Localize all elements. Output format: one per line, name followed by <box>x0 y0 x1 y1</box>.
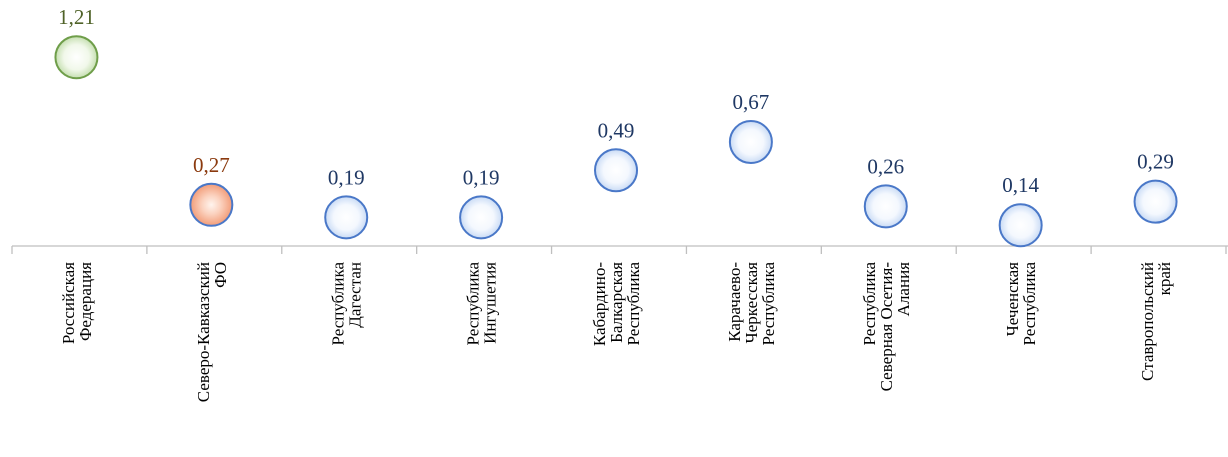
category-label-line: Северо-Кавказский <box>194 262 213 402</box>
data-label: 0,29 <box>1137 150 1174 174</box>
data-point <box>728 120 773 165</box>
category-label-line: Кабардино- <box>590 262 609 346</box>
data-label: 0,26 <box>867 154 904 178</box>
category-label-line: Северная Осетия- <box>877 262 896 392</box>
category-label-line: Алания <box>894 262 913 317</box>
data-point <box>1133 179 1178 224</box>
data-point <box>863 184 908 229</box>
data-point <box>594 148 638 193</box>
category-label-line: Чеченская <box>1003 262 1022 336</box>
category-label-line: Федерация <box>76 262 95 341</box>
data-label: 0,67 <box>733 90 770 114</box>
x-axis <box>11 245 1228 254</box>
category-label-line: Республика <box>759 262 778 346</box>
category-label-line: Карачаево- <box>725 262 744 342</box>
data-label: 1,21 <box>58 5 95 29</box>
data-point <box>189 182 234 227</box>
data-label: 0,49 <box>598 118 635 142</box>
data-point <box>324 195 369 240</box>
category-label-line: Ингушетия <box>481 262 500 344</box>
category-label-line: Республика <box>624 262 643 346</box>
category-label-line: Ставропольский <box>1138 262 1157 381</box>
category-label-line: Республика <box>860 262 879 346</box>
category-label-line: Российская <box>59 262 78 344</box>
category-label-line: Балкарская <box>607 262 626 343</box>
category-label-line: Республика <box>329 262 348 346</box>
data-point <box>54 35 99 80</box>
data-label: 0,27 <box>193 153 230 177</box>
data-points: 1,21 0,27 0,19 0,19 0,49 0,67 0,26 0,14 0,29 <box>54 5 1178 248</box>
category-label-line: край <box>1155 262 1174 295</box>
category-label-line: ФО <box>211 262 230 288</box>
data-point <box>459 195 504 240</box>
data-label: 0,19 <box>463 165 500 189</box>
data-label: 0,19 <box>328 165 365 189</box>
category-label-line: Дагестан <box>346 262 365 328</box>
data-point <box>998 203 1043 248</box>
category-label-line: Республика <box>1020 262 1039 346</box>
data-label: 0,14 <box>1002 173 1039 197</box>
category-label-line: Черкесская <box>742 262 761 344</box>
category-label-line: Республика <box>464 262 483 346</box>
